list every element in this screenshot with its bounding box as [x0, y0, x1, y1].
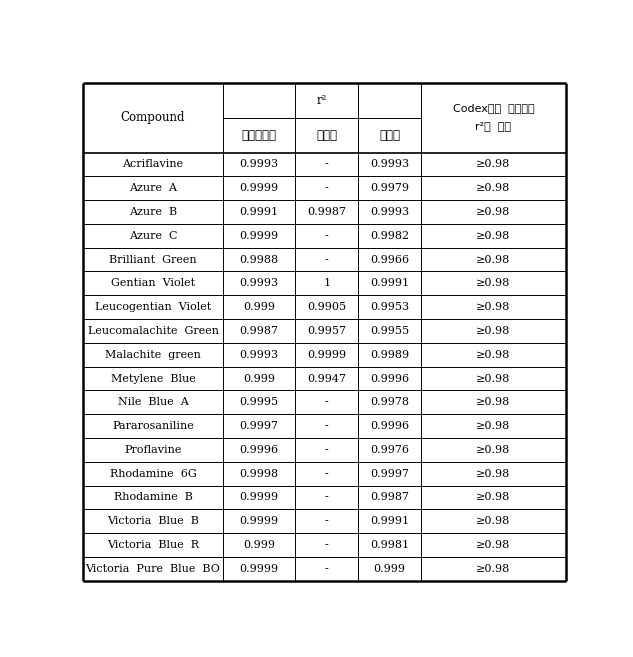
Text: Metylene  Blue: Metylene Blue — [111, 374, 196, 384]
Text: 0.9995: 0.9995 — [240, 397, 279, 407]
Text: 0.999: 0.999 — [243, 374, 275, 384]
Text: ≥0.98: ≥0.98 — [476, 468, 510, 479]
Text: 0.9996: 0.9996 — [240, 445, 279, 455]
Text: 0.9999: 0.9999 — [307, 350, 346, 360]
Text: 0.9999: 0.9999 — [240, 516, 279, 526]
Text: ≥0.98: ≥0.98 — [476, 326, 510, 336]
Text: Codex에서  요구하는: Codex에서 요구하는 — [453, 103, 534, 113]
Text: 0.9997: 0.9997 — [370, 468, 409, 479]
Text: Compound: Compound — [121, 111, 185, 124]
Text: 0.9993: 0.9993 — [370, 160, 409, 170]
Text: Pararosaniline: Pararosaniline — [112, 421, 194, 431]
Text: ≥0.98: ≥0.98 — [476, 540, 510, 550]
Text: Acriflavine: Acriflavine — [122, 160, 184, 170]
Text: 0.9998: 0.9998 — [240, 468, 279, 479]
Text: 0.9978: 0.9978 — [370, 397, 409, 407]
Text: Azure  A: Azure A — [129, 183, 177, 193]
Text: Rhodamine  B: Rhodamine B — [113, 493, 192, 503]
Text: ≥0.98: ≥0.98 — [476, 374, 510, 384]
Text: ≥0.98: ≥0.98 — [476, 350, 510, 360]
Text: 0.999: 0.999 — [373, 564, 406, 574]
Text: r²: r² — [316, 94, 327, 107]
Text: -: - — [325, 421, 329, 431]
Text: 0.9991: 0.9991 — [370, 516, 409, 526]
Text: -: - — [325, 493, 329, 503]
Text: Brilliant  Green: Brilliant Green — [110, 255, 197, 265]
Text: 0.999: 0.999 — [243, 540, 275, 550]
Text: ≥0.98: ≥0.98 — [476, 279, 510, 288]
Text: ≥0.98: ≥0.98 — [476, 493, 510, 503]
Text: 0.9905: 0.9905 — [307, 302, 346, 312]
Text: -: - — [325, 468, 329, 479]
Text: 0.9987: 0.9987 — [240, 326, 279, 336]
Text: 0.9999: 0.9999 — [240, 493, 279, 503]
Text: r²의  범위: r²의 범위 — [475, 122, 511, 131]
Text: -: - — [325, 397, 329, 407]
Text: ≥0.98: ≥0.98 — [476, 564, 510, 574]
Text: 0.999: 0.999 — [243, 302, 275, 312]
Text: -: - — [325, 160, 329, 170]
Text: 0.9999: 0.9999 — [240, 231, 279, 241]
Text: 0.9981: 0.9981 — [370, 540, 409, 550]
Text: 0.9953: 0.9953 — [370, 302, 409, 312]
Text: -: - — [325, 231, 329, 241]
Text: Azure  C: Azure C — [128, 231, 177, 241]
Text: 0.9999: 0.9999 — [240, 564, 279, 574]
Text: Victoria  Pure  Blue  BO: Victoria Pure Blue BO — [85, 564, 220, 574]
Text: ≥0.98: ≥0.98 — [476, 160, 510, 170]
Text: 부산청: 부산청 — [379, 129, 400, 142]
Text: Azure  B: Azure B — [129, 207, 177, 217]
Text: Leucogentian  Violet: Leucogentian Violet — [95, 302, 211, 312]
Text: 0.9979: 0.9979 — [370, 183, 409, 193]
Text: Victoria  Blue  B: Victoria Blue B — [107, 516, 199, 526]
Text: 0.9993: 0.9993 — [240, 160, 279, 170]
Text: ≥0.98: ≥0.98 — [476, 207, 510, 217]
Text: -: - — [325, 516, 329, 526]
Text: Leucomalachite  Green: Leucomalachite Green — [87, 326, 218, 336]
Text: 0.9987: 0.9987 — [308, 207, 346, 217]
Text: ≥0.98: ≥0.98 — [476, 397, 510, 407]
Text: 0.9989: 0.9989 — [370, 350, 409, 360]
Text: 0.9976: 0.9976 — [370, 445, 409, 455]
Text: 0.9991: 0.9991 — [240, 207, 279, 217]
Text: -: - — [325, 183, 329, 193]
Text: ≥0.98: ≥0.98 — [476, 255, 510, 265]
Text: 0.9957: 0.9957 — [308, 326, 346, 336]
Text: ≥0.98: ≥0.98 — [476, 516, 510, 526]
Text: Rhodamine  6G: Rhodamine 6G — [110, 468, 196, 479]
Text: 0.9988: 0.9988 — [240, 255, 279, 265]
Text: ≥0.98: ≥0.98 — [476, 231, 510, 241]
Text: 0.9955: 0.9955 — [370, 326, 409, 336]
Text: 0.9987: 0.9987 — [370, 493, 409, 503]
Text: -: - — [325, 255, 329, 265]
Text: 0.9947: 0.9947 — [308, 374, 346, 384]
Text: ≥0.98: ≥0.98 — [476, 421, 510, 431]
Text: 0.9982: 0.9982 — [370, 231, 409, 241]
Text: 잔류물질과: 잔류물질과 — [242, 129, 277, 142]
Text: -: - — [325, 564, 329, 574]
Text: -: - — [325, 540, 329, 550]
Text: 0.9991: 0.9991 — [370, 279, 409, 288]
Text: 1: 1 — [323, 279, 330, 288]
Text: 0.9993: 0.9993 — [370, 207, 409, 217]
Text: ≥0.98: ≥0.98 — [476, 183, 510, 193]
Text: 0.9996: 0.9996 — [370, 374, 409, 384]
Text: 0.9996: 0.9996 — [370, 421, 409, 431]
Text: Malachite  green: Malachite green — [105, 350, 201, 360]
Text: ≥0.98: ≥0.98 — [476, 445, 510, 455]
Text: ≥0.98: ≥0.98 — [476, 302, 510, 312]
Text: Gentian  Violet: Gentian Violet — [111, 279, 195, 288]
Text: Victoria  Blue  R: Victoria Blue R — [107, 540, 199, 550]
Text: 경인청: 경인청 — [316, 129, 337, 142]
Text: -: - — [325, 445, 329, 455]
Text: 0.9966: 0.9966 — [370, 255, 409, 265]
Text: 0.9993: 0.9993 — [240, 279, 279, 288]
Text: Nile  Blue  A: Nile Blue A — [118, 397, 189, 407]
Text: 0.9993: 0.9993 — [240, 350, 279, 360]
Text: 0.9999: 0.9999 — [240, 183, 279, 193]
Text: 0.9997: 0.9997 — [240, 421, 279, 431]
Text: Proflavine: Proflavine — [124, 445, 182, 455]
